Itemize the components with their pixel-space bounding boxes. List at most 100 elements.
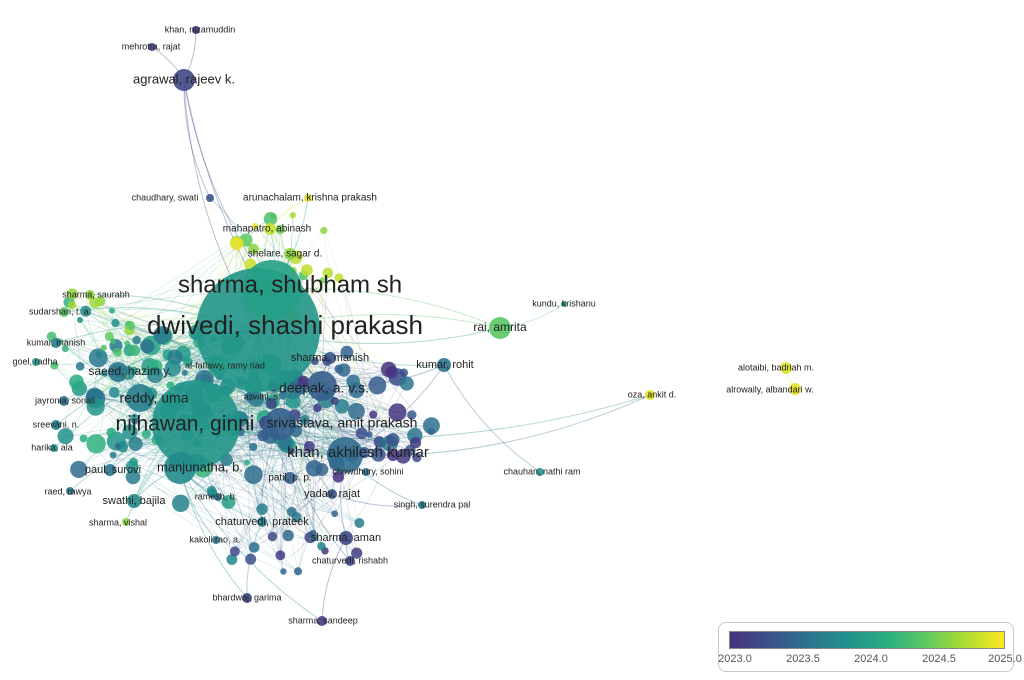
author-node[interactable] (173, 69, 195, 91)
author-node (365, 431, 373, 438)
author-node[interactable] (264, 223, 276, 235)
author-node[interactable] (324, 352, 336, 364)
author-node (267, 531, 278, 542)
author-node[interactable] (32, 358, 40, 366)
author-node[interactable] (362, 468, 370, 476)
author-node[interactable] (122, 518, 130, 526)
author-label: sharma, vishal (89, 517, 147, 527)
edge (72, 293, 151, 367)
edge (179, 467, 289, 536)
author-node (249, 442, 258, 452)
author-node[interactable] (50, 444, 58, 452)
author-node (330, 397, 339, 406)
author-node (256, 503, 268, 515)
author-node (75, 361, 85, 371)
author-node (311, 534, 319, 542)
author-node[interactable] (108, 362, 128, 382)
author-node[interactable] (126, 384, 154, 412)
author-node (69, 374, 84, 390)
author-node[interactable] (536, 468, 544, 476)
author-node[interactable] (212, 536, 220, 544)
author-node[interactable] (51, 420, 61, 430)
author-label: deepak, a. v.s. (279, 380, 369, 396)
author-node[interactable] (192, 26, 200, 34)
author-node (146, 367, 163, 384)
author-node[interactable] (780, 362, 792, 374)
network-nodes (32, 26, 801, 626)
author-label: khan, nizamuddin (165, 24, 236, 34)
author-node (386, 448, 400, 462)
author-node[interactable] (789, 383, 801, 395)
author-node (257, 429, 269, 442)
author-label: bhardwaj, garima (212, 592, 281, 602)
author-node (275, 224, 286, 235)
author-node[interactable] (164, 452, 196, 484)
author-node[interactable] (284, 248, 296, 260)
author-node (313, 403, 322, 413)
author-node (50, 361, 59, 370)
author-label: oza, ankit d. (628, 389, 677, 399)
author-node[interactable] (327, 437, 363, 473)
author-node[interactable] (304, 194, 312, 202)
colorbar-tick: 2025.0 (988, 653, 1022, 665)
author-node[interactable] (148, 43, 156, 51)
author-label: sharma, shubham sh (178, 271, 402, 298)
author-node[interactable] (104, 464, 116, 476)
author-node (317, 542, 326, 551)
edge (344, 394, 651, 457)
author-node (61, 345, 69, 353)
author-node (66, 288, 78, 300)
author-node[interactable] (152, 380, 240, 468)
author-node[interactable] (59, 307, 69, 317)
author-node[interactable] (307, 371, 337, 401)
author-node (70, 460, 88, 478)
author-node[interactable] (245, 392, 255, 402)
author-label: kumar, rohit (416, 359, 473, 371)
author-node (340, 345, 354, 359)
author-node[interactable] (339, 531, 353, 545)
author-node[interactable] (257, 517, 267, 527)
author-node (101, 370, 108, 377)
edge (231, 385, 323, 560)
author-label: kundu, krishanu (532, 298, 596, 308)
author-node[interactable] (66, 487, 74, 495)
author-node (375, 437, 387, 448)
author-node (140, 339, 155, 354)
author-node[interactable] (418, 501, 426, 509)
author-node (399, 376, 414, 391)
author-node[interactable] (284, 472, 296, 484)
author-node[interactable] (85, 290, 95, 300)
author-label: chowdhury, sohini (332, 466, 403, 476)
author-node[interactable] (59, 396, 69, 406)
author-label: sharma, manish (291, 352, 369, 364)
author-node (354, 518, 365, 528)
author-node[interactable] (206, 194, 214, 202)
author-node[interactable] (214, 360, 226, 372)
author-node[interactable] (327, 489, 337, 499)
author-node[interactable] (645, 390, 655, 400)
author-node (248, 542, 260, 553)
author-label: chaturvedi, prateek (215, 516, 309, 528)
author-node (80, 305, 92, 317)
author-label: chaturvedi, rishabh (312, 555, 388, 565)
author-label: alotaibi, badriah m. (738, 362, 814, 372)
author-node (303, 441, 315, 452)
author-node[interactable] (242, 593, 252, 603)
author-node[interactable] (317, 616, 327, 626)
author-node[interactable] (51, 338, 61, 348)
edge (154, 374, 331, 455)
author-node[interactable] (345, 556, 355, 566)
author-label: sreevani, n. (33, 419, 80, 429)
author-node[interactable] (437, 358, 451, 372)
author-node (243, 459, 250, 466)
author-label: reddy, uma (120, 390, 189, 406)
author-node[interactable] (264, 408, 296, 440)
author-node[interactable] (214, 493, 222, 501)
author-node[interactable] (127, 494, 141, 508)
author-node (388, 403, 407, 422)
author-node[interactable] (561, 301, 567, 307)
author-node[interactable] (489, 317, 511, 339)
author-label: chaudhary, swati (132, 192, 199, 202)
author-node (125, 320, 136, 331)
author-node[interactable] (242, 260, 302, 320)
